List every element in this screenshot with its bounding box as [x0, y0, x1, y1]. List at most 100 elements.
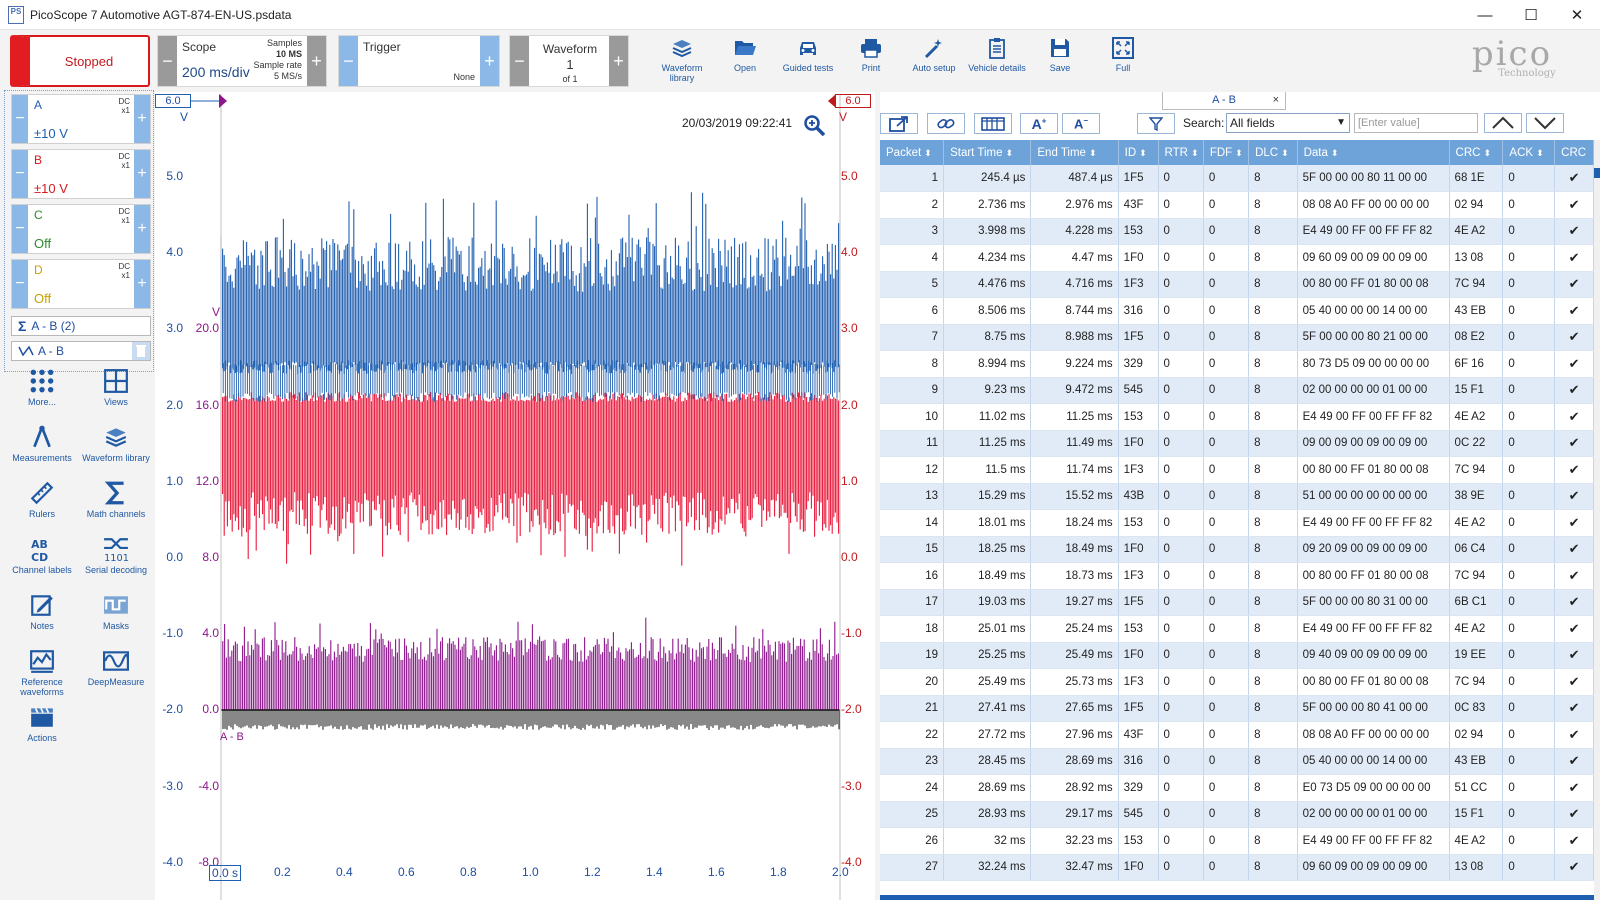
table-row[interactable]: 16 18.49 ms 18.73 ms 1F3 0 0 8 00 80 00 FF 01 8… — [880, 562, 1594, 590]
trigger-prev-button[interactable]: − — [339, 36, 358, 86]
column-header[interactable]: Start Time ⬍ — [943, 140, 1032, 165]
waveform-prev-button[interactable]: − — [510, 36, 529, 86]
left-axis-marker[interactable]: 6.0 — [155, 94, 191, 108]
channel-d-range[interactable]: Off — [34, 291, 52, 306]
waveform-plot[interactable] — [155, 92, 875, 900]
table-row[interactable]: 14 18.01 ms 18.24 ms 153 0 0 8 E4 49 00 FF 00 F… — [880, 509, 1594, 537]
table-row[interactable]: 23 28.45 ms 28.69 ms 316 0 0 8 05 40 00 00 00 1… — [880, 748, 1594, 775]
scope-view[interactable]: 6.0 6.0 V V V 20/03/2019 09:22:41 5.0 4.0… — [155, 92, 875, 900]
channel-d[interactable]: − D DC x1 Off + — [11, 259, 151, 309]
previous-match-button[interactable] — [1484, 113, 1522, 133]
table-row[interactable]: 11 11.25 ms 11.49 ms 1F0 0 0 8 09 00 09 00 09 0… — [880, 430, 1594, 457]
table-row[interactable]: 26 32 ms 32.23 ms 153 0 0 8 E4 49 00 FF 00 FF F… — [880, 827, 1594, 855]
table-row[interactable]: 5 4.476 ms 4.716 ms 1F3 0 0 8 00 80 00 FF 01 80… — [880, 271, 1594, 298]
minimize-button[interactable]: — — [1477, 6, 1493, 24]
views-tool[interactable]: Views — [80, 368, 152, 424]
table-row[interactable]: 10 11.02 ms 11.25 ms 153 0 0 8 E4 49 00 FF 00 F… — [880, 403, 1594, 431]
channel-b-range[interactable]: ±10 V — [34, 181, 68, 196]
waveform-number[interactable]: 1 — [566, 57, 574, 72]
channel-d-range-decrease[interactable]: − — [12, 260, 28, 308]
channel-d-coupling[interactable]: DC x1 — [118, 262, 130, 280]
delete-decoder-button[interactable] — [132, 342, 150, 360]
table-row[interactable]: 1 245.4 µs 487.4 µs 1F5 0 0 8 5F 00 00 00 80 11… — [880, 165, 1594, 192]
table-row[interactable]: 9 9.23 ms 9.472 ms 545 0 0 8 02 00 00 00 00 01 … — [880, 377, 1594, 404]
maximize-button[interactable]: ☐ — [1524, 7, 1538, 24]
table-row[interactable]: 25 28.93 ms 29.17 ms 545 0 0 8 02 00 00 00 00 0… — [880, 801, 1594, 828]
table-row[interactable]: 22 27.72 ms 27.96 ms 43F 0 0 8 08 08 A0 FF 00 0… — [880, 721, 1594, 749]
table-row[interactable]: 24 28.69 ms 28.92 ms 329 0 0 8 E0 73 D5 09 00 0… — [880, 774, 1594, 802]
deepmeasure-tool[interactable]: DeepMeasure — [80, 648, 152, 704]
sort-icon[interactable]: ⬍ — [1330, 147, 1339, 158]
column-header[interactable]: FDF ⬍ — [1203, 140, 1250, 165]
table-row[interactable]: 18 25.01 ms 25.24 ms 153 0 0 8 E4 49 00 FF 00 F… — [880, 615, 1594, 643]
column-header[interactable]: CRC ⬍ — [1449, 140, 1504, 165]
channel-c-coupling[interactable]: DC x1 — [118, 207, 130, 225]
vertical-scrollbar[interactable] — [1594, 140, 1600, 900]
next-match-button[interactable] — [1526, 113, 1564, 133]
column-header[interactable]: Packet ⬍ — [880, 140, 945, 165]
trigger-next-button[interactable]: + — [480, 36, 499, 86]
table-row[interactable]: 20 25.49 ms 25.73 ms 1F3 0 0 8 00 80 00 FF 01 8… — [880, 668, 1594, 696]
table-row[interactable]: 21 27.41 ms 27.65 ms 1F5 0 0 8 5F 00 00 00 80 4… — [880, 695, 1594, 722]
vehicle-details-button[interactable]: Vehicle details — [967, 34, 1027, 88]
channel-a-range-increase[interactable]: + — [134, 95, 150, 143]
link-button[interactable] — [927, 113, 965, 134]
channel-a-coupling[interactable]: DC x1 — [118, 97, 130, 115]
masks-tool[interactable]: Masks — [80, 592, 152, 648]
run-stop-button[interactable]: Stopped — [10, 35, 150, 87]
guided-tests-button[interactable]: Guided tests — [778, 34, 838, 88]
export-button[interactable] — [880, 113, 918, 134]
table-row[interactable]: 8 8.994 ms 9.224 ms 329 0 0 8 80 73 D5 09 00 00… — [880, 350, 1594, 378]
table-row[interactable]: 15 18.25 ms 18.49 ms 1F0 0 0 8 09 20 09 00 09 0… — [880, 536, 1594, 563]
channel-a-range[interactable]: ±10 V — [34, 126, 68, 141]
waveform-library-button[interactable]: Waveform library — [652, 34, 712, 88]
zoom-icon[interactable] — [803, 114, 827, 138]
filter-button[interactable] — [1137, 113, 1175, 134]
channel-b-coupling[interactable]: DC x1 — [118, 152, 130, 170]
table-row[interactable]: 4 4.234 ms 4.47 ms 1F0 0 0 8 09 60 09 00 09 00 … — [880, 244, 1594, 272]
search-value-input[interactable]: [Enter value] — [1354, 113, 1478, 133]
timebase-increase-button[interactable]: + — [307, 36, 326, 86]
more-tool[interactable]: More... — [6, 368, 78, 424]
table-row[interactable]: 12 11.5 ms 11.74 ms 1F3 0 0 8 00 80 00 FF 01 80… — [880, 456, 1594, 484]
column-header[interactable]: RTR ⬍ — [1158, 140, 1204, 165]
column-header[interactable]: CRC — [1554, 140, 1594, 165]
table-row[interactable]: 13 15.29 ms 15.52 ms 43B 0 0 8 51 00 00 00 00 0… — [880, 483, 1594, 510]
table-row[interactable]: 19 25.25 ms 25.49 ms 1F0 0 0 8 09 40 09 00 09 0… — [880, 642, 1594, 669]
serial-decoding-tool[interactable]: 1101 Serial decoding — [80, 536, 152, 592]
channel-b-range-increase[interactable]: + — [134, 150, 150, 198]
channel-b-offset-handle-icon[interactable] — [827, 94, 837, 108]
channel-c[interactable]: − C DC x1 Off + — [11, 204, 151, 254]
reference-waveforms-tool[interactable]: Reference waveforms — [6, 648, 78, 704]
decoder-tab[interactable]: A - B × — [1162, 92, 1286, 110]
column-header[interactable]: End Time ⬍ — [1030, 140, 1119, 165]
sort-icon[interactable]: ⬍ — [1235, 147, 1243, 158]
channel-b[interactable]: − B DC x1 ±10 V + — [11, 149, 151, 199]
math-channel-item[interactable]: Σ A - B (2) — [11, 316, 151, 336]
table-row[interactable]: 17 19.03 ms 19.27 ms 1F5 0 0 8 5F 00 00 00 80 3… — [880, 589, 1594, 616]
channel-c-range[interactable]: Off — [34, 236, 52, 251]
x-tick-label[interactable]: 0.0 s — [209, 865, 242, 881]
measurements-tool[interactable]: Measurements — [6, 424, 78, 480]
table-row[interactable]: 27 32.24 ms 32.47 ms 1F0 0 0 8 09 60 09 00 09 0… — [880, 854, 1594, 881]
table-row[interactable]: 6 8.506 ms 8.744 ms 316 0 0 8 05 40 00 00 00 14… — [880, 297, 1594, 325]
sort-icon[interactable]: ⬍ — [1536, 147, 1544, 158]
waveform-next-button[interactable]: + — [609, 36, 628, 86]
sort-icon[interactable]: ⬍ — [1139, 147, 1147, 158]
trigger-mode[interactable]: None — [453, 72, 475, 82]
channel-b-range-decrease[interactable]: − — [12, 150, 28, 198]
close-button[interactable]: ✕ — [1570, 7, 1584, 24]
save-button[interactable]: Save — [1030, 34, 1090, 88]
close-tab-icon[interactable]: × — [1272, 94, 1279, 106]
column-header[interactable]: DLC ⬍ — [1248, 140, 1298, 165]
math-channels-tool[interactable]: Math channels — [80, 480, 152, 536]
channel-d-range-increase[interactable]: + — [134, 260, 150, 308]
print-button[interactable]: Print — [841, 34, 901, 88]
sort-icon[interactable]: ⬍ — [1281, 147, 1289, 158]
table-row[interactable]: 7 8.75 ms 8.988 ms 1F5 0 0 8 5F 00 00 00 80 21 … — [880, 324, 1594, 351]
actions-tool[interactable]: Actions — [6, 704, 78, 760]
channel-c-range-increase[interactable]: + — [134, 205, 150, 253]
sort-icon[interactable]: ⬍ — [924, 147, 932, 158]
table-row[interactable]: 2 2.736 ms 2.976 ms 43F 0 0 8 08 08 A0 FF 00 00… — [880, 191, 1594, 219]
right-axis-marker[interactable]: 6.0 — [835, 94, 871, 108]
